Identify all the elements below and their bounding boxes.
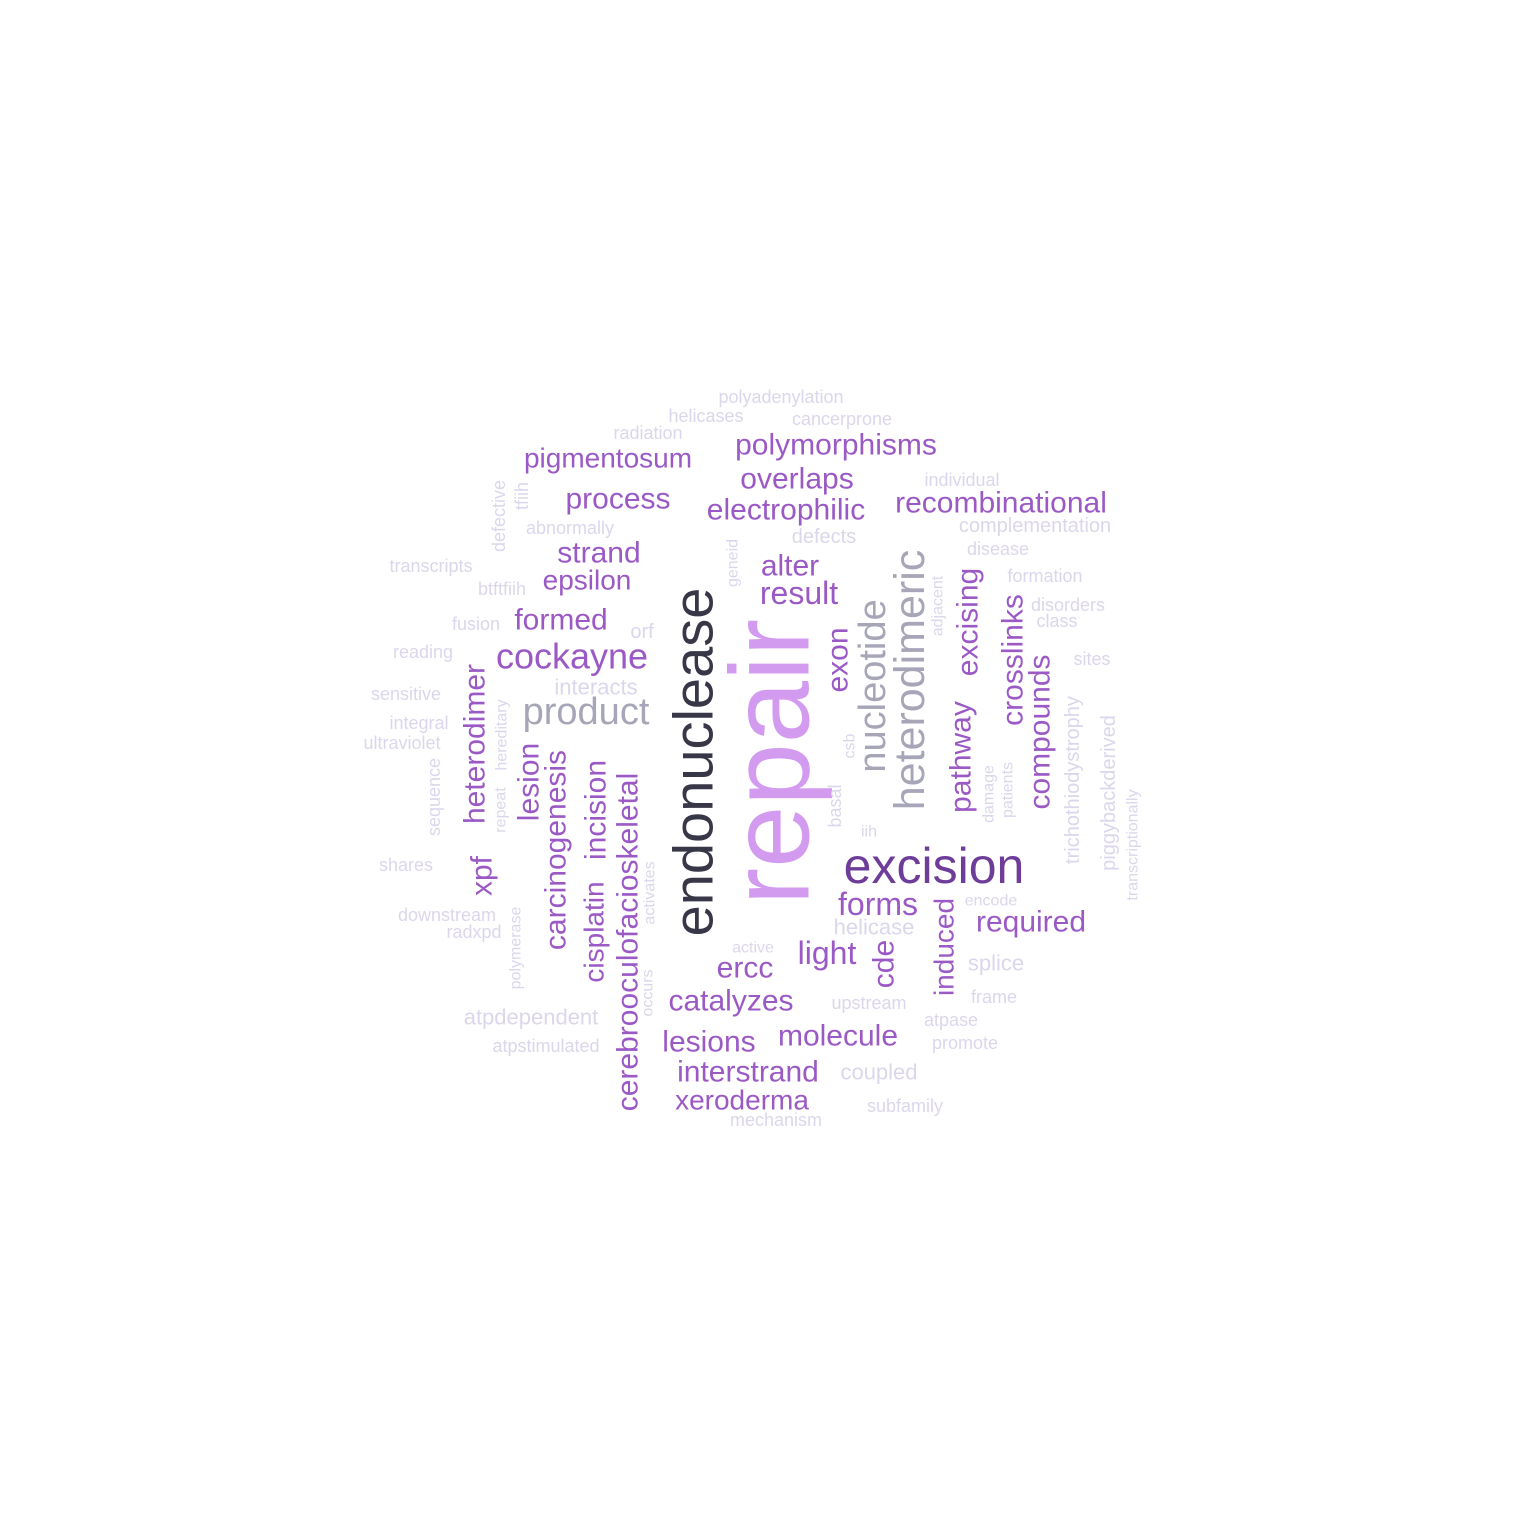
word-molecule: molecule: [778, 1020, 898, 1053]
word-basal: basal: [825, 784, 845, 827]
word-heterodimer: heterodimer: [459, 664, 492, 824]
word-carcinogenesis: carcinogenesis: [540, 750, 573, 950]
word-subfamily: subfamily: [867, 1096, 943, 1116]
word-overlaps: overlaps: [740, 463, 853, 496]
word-abnormally: abnormally: [526, 518, 614, 538]
word-downstream: downstream: [398, 905, 496, 925]
word-mechanism: mechanism: [730, 1110, 822, 1130]
word-lesion: lesion: [513, 743, 546, 821]
word-heterodimeric: heterodimeric: [886, 550, 934, 811]
word-disease: disease: [967, 539, 1029, 559]
word-trichothiodystrophy: trichothiodystrophy: [1062, 696, 1084, 864]
word-promote: promote: [932, 1033, 998, 1053]
word-sites: sites: [1073, 649, 1110, 669]
word-radxpd: radxpd: [446, 922, 501, 942]
word-ultraviolet: ultraviolet: [363, 733, 440, 753]
word-shares: shares: [379, 855, 433, 875]
word-btftfiih: btftfiih: [478, 579, 526, 599]
word-endonuclease: endonuclease: [662, 588, 725, 937]
word-helicases: helicases: [668, 406, 743, 426]
word-process: process: [565, 483, 670, 516]
word-sequence: sequence: [424, 758, 444, 836]
word-piggybackderived: piggybackderived: [1098, 715, 1120, 871]
word-splice: splice: [968, 951, 1024, 976]
word-repair: repair: [708, 619, 833, 905]
word-nucleotide: nucleotide: [852, 599, 894, 772]
word-compounds: compounds: [1024, 654, 1057, 809]
word-cancerprone: cancerprone: [792, 409, 892, 429]
word-excision: excision: [844, 838, 1025, 894]
word-recombinational: recombinational: [895, 487, 1107, 520]
word-interstrand: interstrand: [677, 1056, 819, 1089]
word-product: product: [523, 691, 650, 733]
word-disorders: disorders: [1031, 595, 1105, 615]
word-orf: orf: [630, 621, 654, 643]
word-frame: frame: [971, 987, 1017, 1007]
word-iih: iih: [861, 824, 877, 841]
word-crosslinks: crosslinks: [997, 594, 1030, 726]
word-strand: strand: [557, 537, 640, 570]
word-formed: formed: [514, 604, 607, 637]
word-induced: induced: [929, 898, 960, 996]
word-atpase: atpase: [924, 1010, 978, 1030]
word-interacts: interacts: [554, 675, 637, 700]
word-pathway: pathway: [945, 701, 978, 813]
word-defects: defects: [792, 526, 856, 548]
word-reading: reading: [393, 642, 453, 662]
word-polyadenylation: polyadenylation: [718, 387, 843, 407]
word-required: required: [976, 906, 1086, 939]
word-radiation: radiation: [613, 423, 682, 443]
word-lesions: lesions: [662, 1026, 755, 1059]
word-epsilon: epsilon: [543, 565, 632, 596]
word-result: result: [760, 575, 838, 611]
word-exon: exon: [822, 627, 855, 692]
word-xeroderma: xeroderma: [675, 1085, 809, 1116]
word-fusion: fusion: [452, 614, 500, 634]
word-polymorphisms: polymorphisms: [735, 429, 937, 462]
word-class: class: [1036, 611, 1077, 631]
word-ercc: ercc: [717, 952, 774, 985]
word-complementation: complementation: [959, 515, 1111, 537]
word-hereditary: hereditary: [494, 699, 511, 770]
word-patients: patients: [1000, 762, 1017, 818]
word-atpstimulated: atpstimulated: [492, 1036, 599, 1056]
word-forms: forms: [838, 886, 918, 922]
word-occurs: occurs: [640, 969, 657, 1016]
word-cerebrooculofacioskeletal: cerebrooculofacioskeletal: [612, 773, 645, 1112]
word-polymerase: polymerase: [508, 907, 525, 990]
word-csb: csb: [842, 733, 859, 758]
word-adjacent: adjacent: [930, 575, 947, 636]
word-catalyzes: catalyzes: [668, 985, 793, 1018]
word-activates: activates: [642, 861, 659, 924]
word-xpf: xpf: [466, 855, 499, 896]
word-excising: excising: [952, 568, 985, 676]
word-sensitive: sensitive: [371, 684, 441, 704]
word-light: light: [798, 935, 857, 971]
word-coupled: coupled: [840, 1060, 917, 1085]
word-upstream: upstream: [831, 993, 906, 1013]
word-defective: defective: [489, 480, 509, 552]
word-electrophilic: electrophilic: [707, 494, 865, 527]
word-repeat: repeat: [493, 787, 510, 833]
word-formation: formation: [1007, 566, 1082, 586]
word-helicase: helicase: [834, 915, 915, 940]
word-alter: alter: [761, 550, 819, 583]
word-geneid: geneid: [725, 539, 742, 587]
word-cde: cde: [868, 940, 901, 988]
word-pigmentosum: pigmentosum: [524, 443, 692, 474]
word-individual: individual: [924, 470, 999, 490]
word-tfiih: tfiih: [512, 482, 532, 510]
word-transcripts: transcripts: [389, 556, 472, 576]
word-atpdependent: atpdependent: [464, 1005, 599, 1030]
word-encode: encode: [965, 893, 1018, 910]
word-integral: integral: [389, 713, 448, 733]
word-transcriptionally: transcriptionally: [1125, 789, 1142, 900]
word-cisplatin: cisplatin: [579, 881, 610, 982]
word-cockayne: cockayne: [496, 636, 648, 677]
word-damage: damage: [981, 765, 998, 823]
word-active: active: [732, 940, 774, 957]
word-incision: incision: [580, 760, 613, 860]
